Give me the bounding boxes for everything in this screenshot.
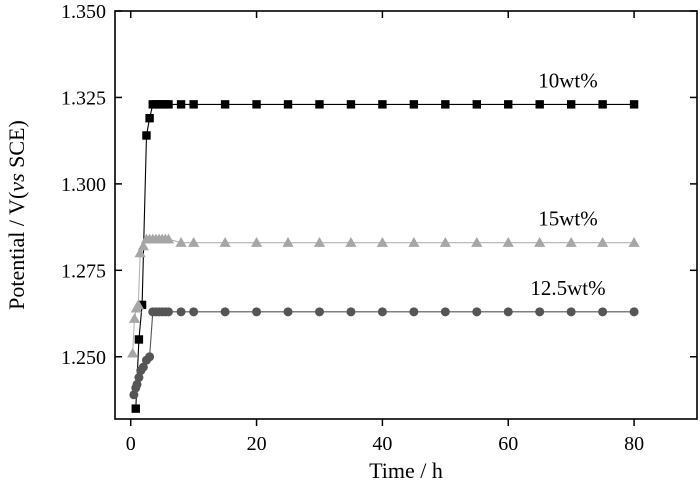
data-point-triangle	[219, 237, 231, 247]
data-point-circle	[189, 307, 199, 317]
series-label-1: 15wt%	[538, 207, 598, 231]
data-point-triangle	[127, 347, 139, 358]
data-point-circle	[220, 307, 230, 317]
tick-labels: 1.250 1.275 1.300 1.325 1.350 0 20 40 60 80	[61, 1, 644, 455]
data-point-triangle	[132, 299, 144, 310]
data-point-square	[378, 100, 387, 109]
x-tick-label: 0	[126, 433, 136, 455]
y-tick-label: 1.350	[61, 1, 106, 23]
data-point-triangle	[439, 237, 451, 247]
series-line-0	[135, 103, 635, 409]
data-point-square	[220, 100, 230, 109]
x-axis-title: Time / h	[369, 458, 443, 483]
x-tick-label: 80	[624, 433, 644, 455]
x-tick-label: 20	[247, 433, 267, 455]
series-line-2	[133, 311, 635, 395]
data-point-triangle	[313, 237, 326, 247]
data-point-square	[134, 335, 144, 344]
data-point-circle	[138, 362, 148, 372]
data-point-circle	[535, 307, 545, 317]
series-markers	[127, 100, 640, 413]
data-point-triangle	[250, 237, 263, 247]
data-point-circle	[129, 390, 139, 400]
y-axis-title: Potential / V(vs SCE)	[4, 120, 29, 310]
data-point-square	[137, 300, 147, 310]
axis-ticks	[115, 10, 697, 426]
data-point-square	[145, 113, 154, 123]
data-point-square	[142, 131, 151, 140]
data-point-triangle	[128, 313, 141, 323]
series-label-2: 12.5wt%	[530, 276, 605, 300]
data-point-circle	[566, 307, 576, 317]
data-point-square	[176, 100, 186, 109]
data-point-square	[566, 100, 576, 109]
data-point-triangle	[376, 237, 389, 247]
data-point-triangle	[565, 237, 577, 247]
data-point-square	[472, 100, 481, 109]
data-point-circle	[134, 373, 144, 383]
data-point-triangle	[628, 237, 640, 247]
y-axis-title-prefix: Potential / V(	[4, 192, 29, 310]
data-point-square	[441, 100, 450, 109]
data-point-triangle	[408, 237, 420, 247]
data-point-triangle	[502, 237, 514, 247]
series-labels: 10wt% 15wt% 12.5wt%	[530, 68, 605, 299]
data-point-square	[629, 100, 639, 109]
data-point-circle	[598, 307, 608, 317]
data-point-triangle	[162, 233, 175, 244]
series-label-0: 10wt%	[538, 68, 598, 92]
data-point-triangle	[345, 237, 357, 247]
data-point-square	[315, 100, 324, 109]
data-point-square	[346, 100, 356, 109]
data-point-triangle	[471, 237, 483, 247]
data-point-circle	[314, 307, 324, 317]
data-point-square	[283, 100, 293, 109]
data-point-triangle	[175, 237, 187, 247]
data-point-circle	[472, 307, 482, 317]
y-axis-title-vs: vs	[4, 173, 29, 191]
data-point-circle	[629, 307, 639, 317]
y-tick-label: 1.325	[61, 87, 106, 109]
data-point-triangle	[282, 237, 294, 247]
data-point-circle	[176, 307, 186, 317]
data-point-circle	[145, 352, 155, 362]
y-tick-label: 1.300	[61, 174, 106, 196]
data-point-square	[535, 100, 544, 109]
data-point-square	[189, 100, 198, 109]
y-tick-label: 1.275	[61, 260, 106, 282]
data-point-square	[504, 100, 513, 109]
x-tick-label: 60	[498, 433, 518, 455]
data-point-square	[409, 100, 419, 109]
data-point-circle	[346, 307, 356, 317]
data-point-circle	[132, 379, 142, 389]
data-point-circle	[283, 307, 293, 317]
data-point-triangle	[134, 247, 146, 258]
data-point-triangle	[597, 237, 609, 247]
data-point-circle	[252, 307, 262, 317]
data-point-circle	[503, 307, 513, 317]
data-point-square	[252, 100, 261, 109]
y-axis-title-suffix: SCE)	[4, 120, 29, 173]
data-point-triangle	[137, 240, 149, 251]
series-lines	[132, 103, 635, 409]
data-point-circle	[440, 307, 450, 317]
data-point-circle	[377, 307, 387, 317]
data-point-circle	[163, 307, 173, 317]
y-tick-label: 1.250	[61, 347, 106, 369]
data-point-square	[164, 100, 173, 109]
data-point-triangle	[534, 237, 546, 247]
x-tick-label: 40	[372, 433, 392, 455]
data-point-circle	[409, 307, 419, 317]
data-point-square	[598, 100, 607, 109]
data-point-triangle	[188, 237, 200, 247]
data-point-square	[131, 404, 140, 413]
plot-frame	[114, 10, 698, 420]
